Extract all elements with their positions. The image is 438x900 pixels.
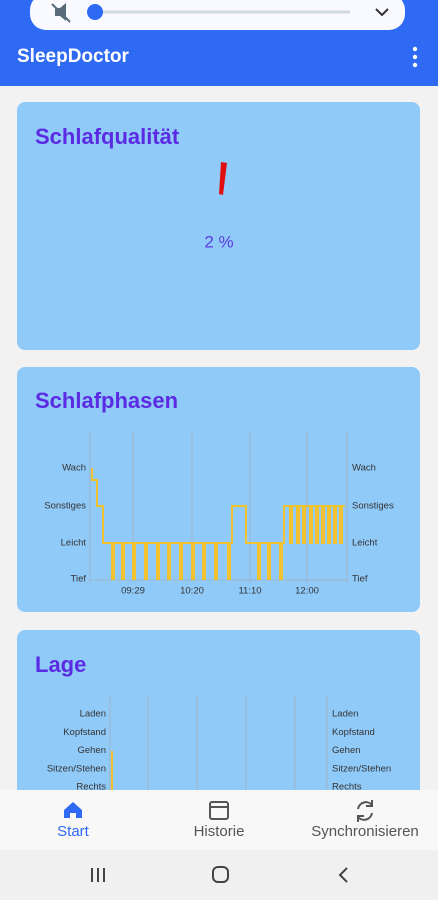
app-title: SleepDoctor	[17, 46, 130, 67]
x-label: 11:10	[238, 586, 261, 597]
y-label: Laden	[80, 709, 106, 720]
y-label: Kopfstand	[63, 727, 106, 738]
x-label: 09:29	[121, 586, 145, 597]
overflow-menu[interactable]	[412, 46, 418, 68]
y-label: Sitzen/Stehen	[47, 763, 106, 774]
volume-slider[interactable]	[30, 0, 405, 30]
position-chart: Laden Laden Kopfstand Kopfstand Gehen Gehen Si…	[47, 696, 391, 793]
y-label: Rechts	[332, 782, 362, 793]
y-label: Tief	[352, 574, 368, 585]
gauge-needle	[219, 162, 227, 195]
y-label: Kopfstand	[332, 727, 375, 738]
x-label: 12:00	[295, 586, 319, 597]
y-label: Sonstiges	[352, 501, 394, 512]
nav-sync[interactable]	[357, 800, 373, 822]
nav-label[interactable]: Start	[57, 823, 90, 840]
nav-label[interactable]: Synchronisieren	[311, 823, 419, 840]
y-label: Rechts	[76, 782, 106, 793]
y-label: Leicht	[61, 538, 87, 549]
phase-chart: Wach Wach Sonstiges Sonstiges Leicht Leicht Ti…	[44, 432, 394, 597]
card-title: Lage	[35, 652, 86, 677]
card	[17, 367, 420, 612]
y-label: Sonstiges	[44, 501, 86, 512]
x-label: 10:20	[180, 586, 204, 597]
nav-history[interactable]	[209, 801, 229, 820]
phase-line	[91, 468, 345, 580]
y-label: Wach	[352, 463, 376, 474]
card	[17, 630, 420, 830]
card-title: Schlafqualität	[35, 124, 180, 149]
card-title: Schlafphasen	[35, 388, 178, 413]
system-buttons[interactable]	[91, 866, 348, 883]
y-label: Tief	[71, 574, 87, 585]
y-label: Gehen	[77, 745, 106, 756]
y-label: Wach	[62, 463, 86, 474]
quality-value: 2 %	[204, 232, 233, 251]
y-label: Laden	[332, 709, 358, 720]
system-nav	[0, 850, 438, 900]
y-label: Sitzen/Stehen	[332, 763, 391, 774]
nav-start[interactable]	[64, 802, 82, 818]
nav-label[interactable]: Historie	[194, 823, 245, 840]
y-label: Gehen	[332, 745, 361, 756]
y-label: Leicht	[352, 538, 378, 549]
card	[17, 102, 420, 350]
